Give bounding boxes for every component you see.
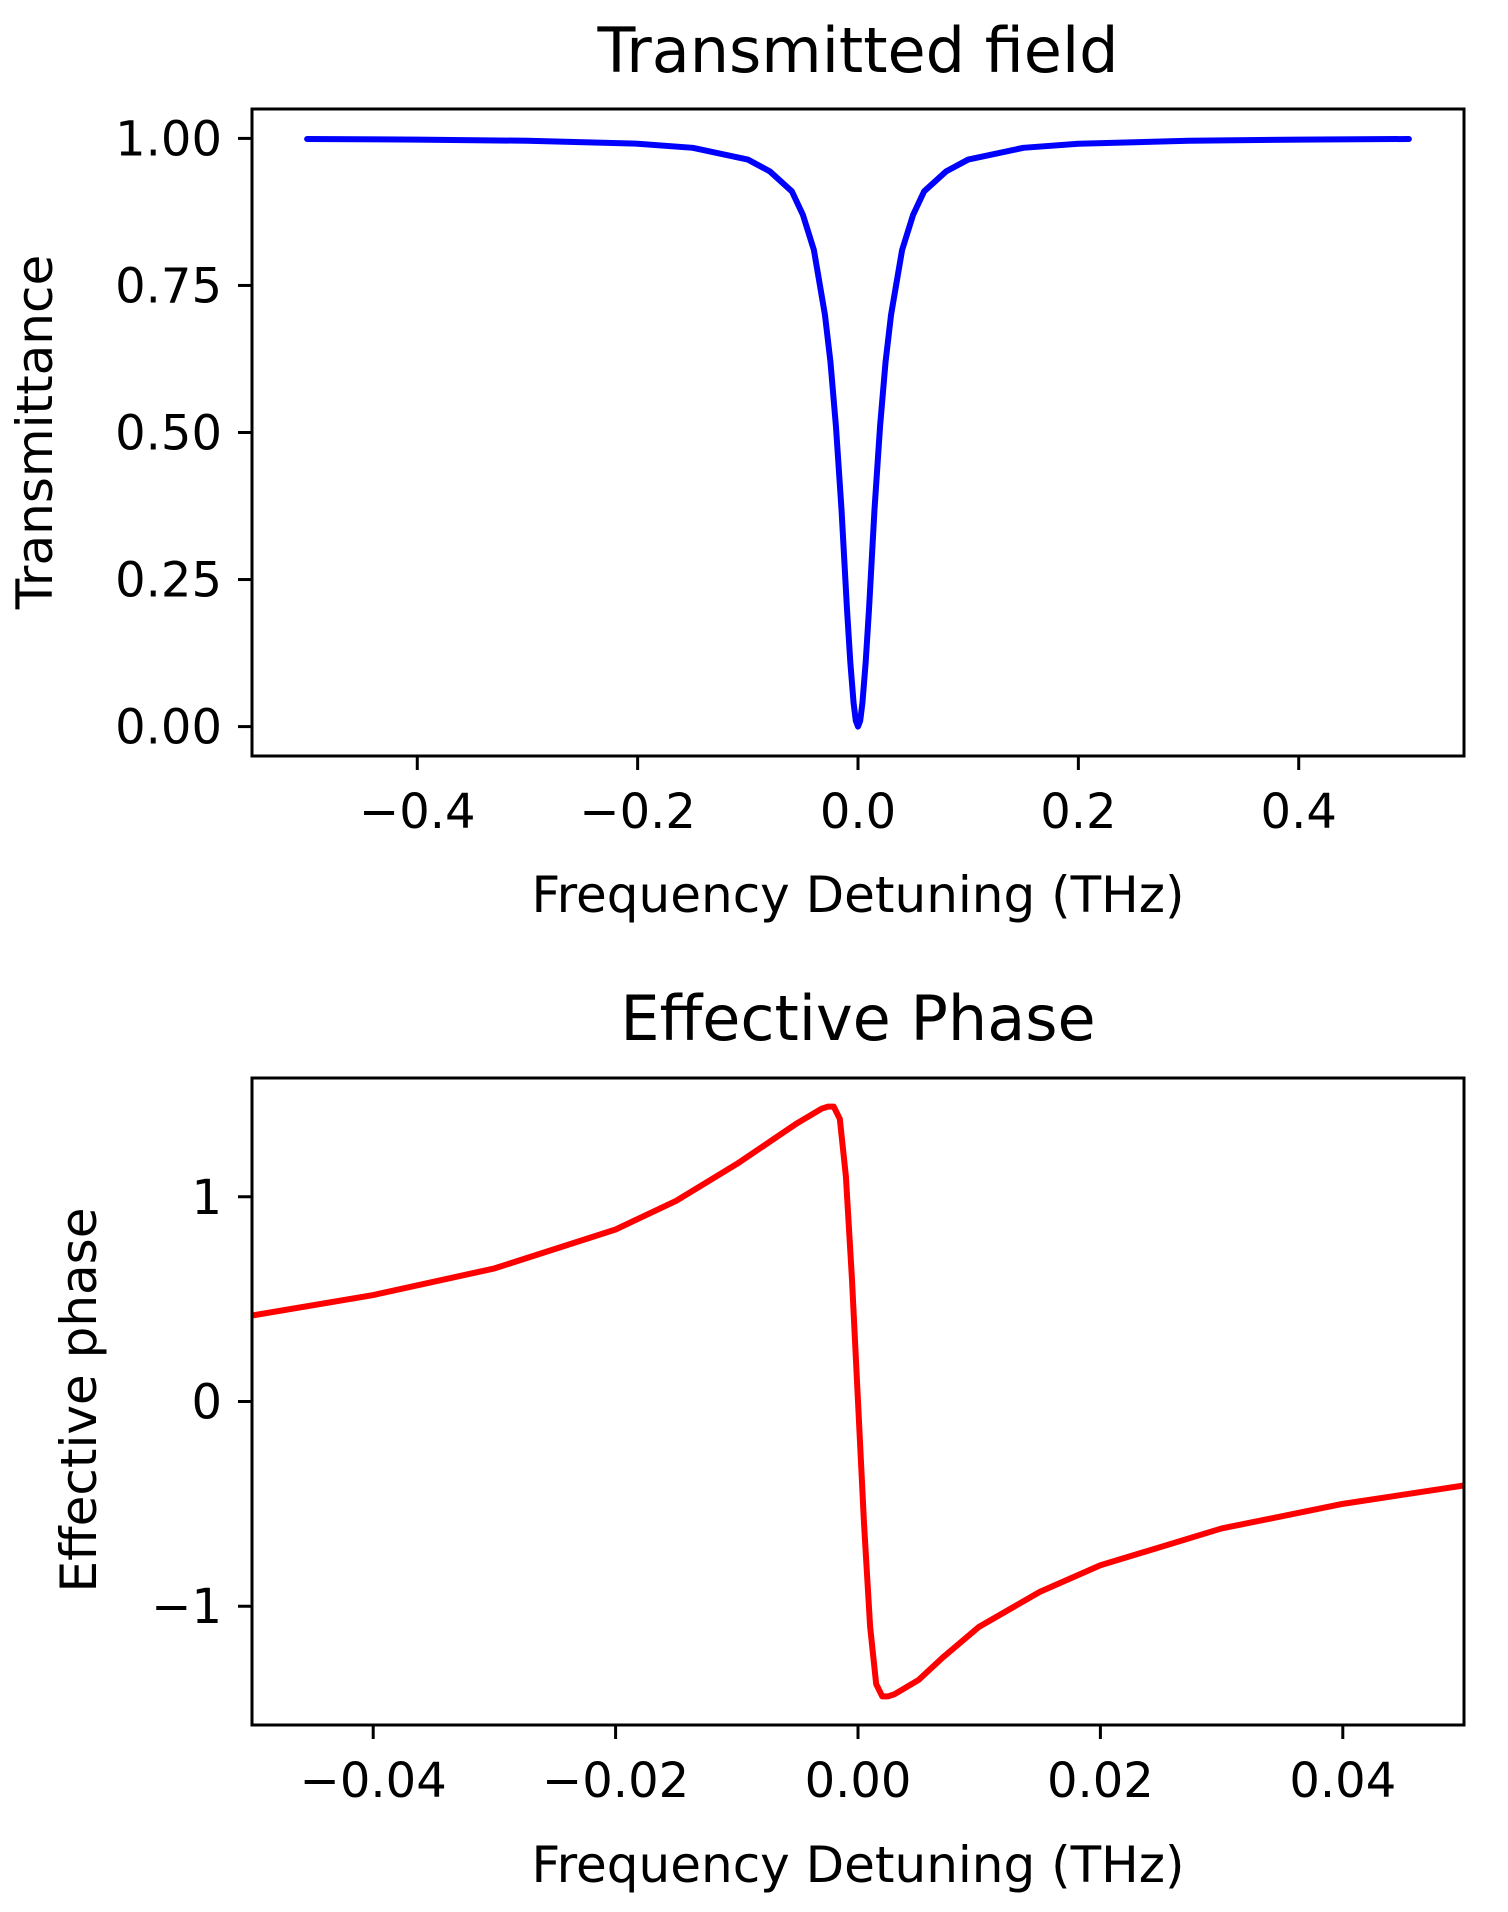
transmittance-x-tick-label: 0.0 [820,784,896,840]
transmittance-y-tick-label: 0.25 [115,553,222,609]
transmittance-x-tick-label: −0.2 [579,784,696,840]
transmittance-y-ticks: 0.00 0.25 0.50 0.75 1.00 [115,111,252,756]
phase-chart: Effective Phase −0.04 −0.02 0.00 0.02 0.04 −… [50,982,1466,1894]
phase-y-axis-label: Effective phase [50,1208,108,1593]
transmittance-x-axis-label: Frequency Detuning (THz) [531,866,1184,924]
phase-y-tick-label: 0 [191,1375,222,1431]
phase-series-line [252,1103,1464,1700]
transmittance-x-tick-label: −0.4 [359,784,476,840]
transmittance-x-tick-label: 0.2 [1040,784,1116,840]
phase-x-tick-label: 0.04 [1289,1753,1396,1809]
phase-y-tick-label: 1 [191,1170,222,1226]
transmittance-y-tick-label: 0.00 [115,700,222,756]
phase-x-axis-label: Frequency Detuning (THz) [531,1836,1184,1894]
transmittance-line-layer [304,136,1412,730]
phase-x-tick-label: 0.00 [805,1753,912,1809]
phase-chart-title: Effective Phase [620,982,1095,1055]
phase-x-tick-label: 0.02 [1047,1753,1154,1809]
transmittance-x-tick-label: 0.4 [1261,784,1337,840]
transmittance-y-tick-label: 0.50 [115,406,222,462]
phase-y-tick-label: −1 [151,1579,222,1635]
phase-line-layer [252,1103,1464,1700]
transmittance-chart-title: Transmitted field [596,14,1118,87]
phase-x-tick-label: −0.04 [300,1753,447,1809]
phase-x-tick-label: −0.02 [542,1753,689,1809]
transmittance-series-line [304,136,1412,730]
transmittance-x-ticks: −0.4 −0.2 0.0 0.2 0.4 [359,756,1337,840]
transmittance-y-axis-label: Transmittance [6,255,64,611]
transmittance-y-tick-label: 1.00 [115,111,222,167]
transmittance-chart: Transmitted field −0.4 −0.2 0.0 0.2 0.4 0.00… [6,14,1466,924]
phase-x-ticks: −0.04 −0.02 0.00 0.02 0.04 [300,1725,1396,1809]
phase-y-ticks: −1 0 1 [151,1170,252,1635]
transmittance-y-tick-label: 0.75 [115,258,222,314]
